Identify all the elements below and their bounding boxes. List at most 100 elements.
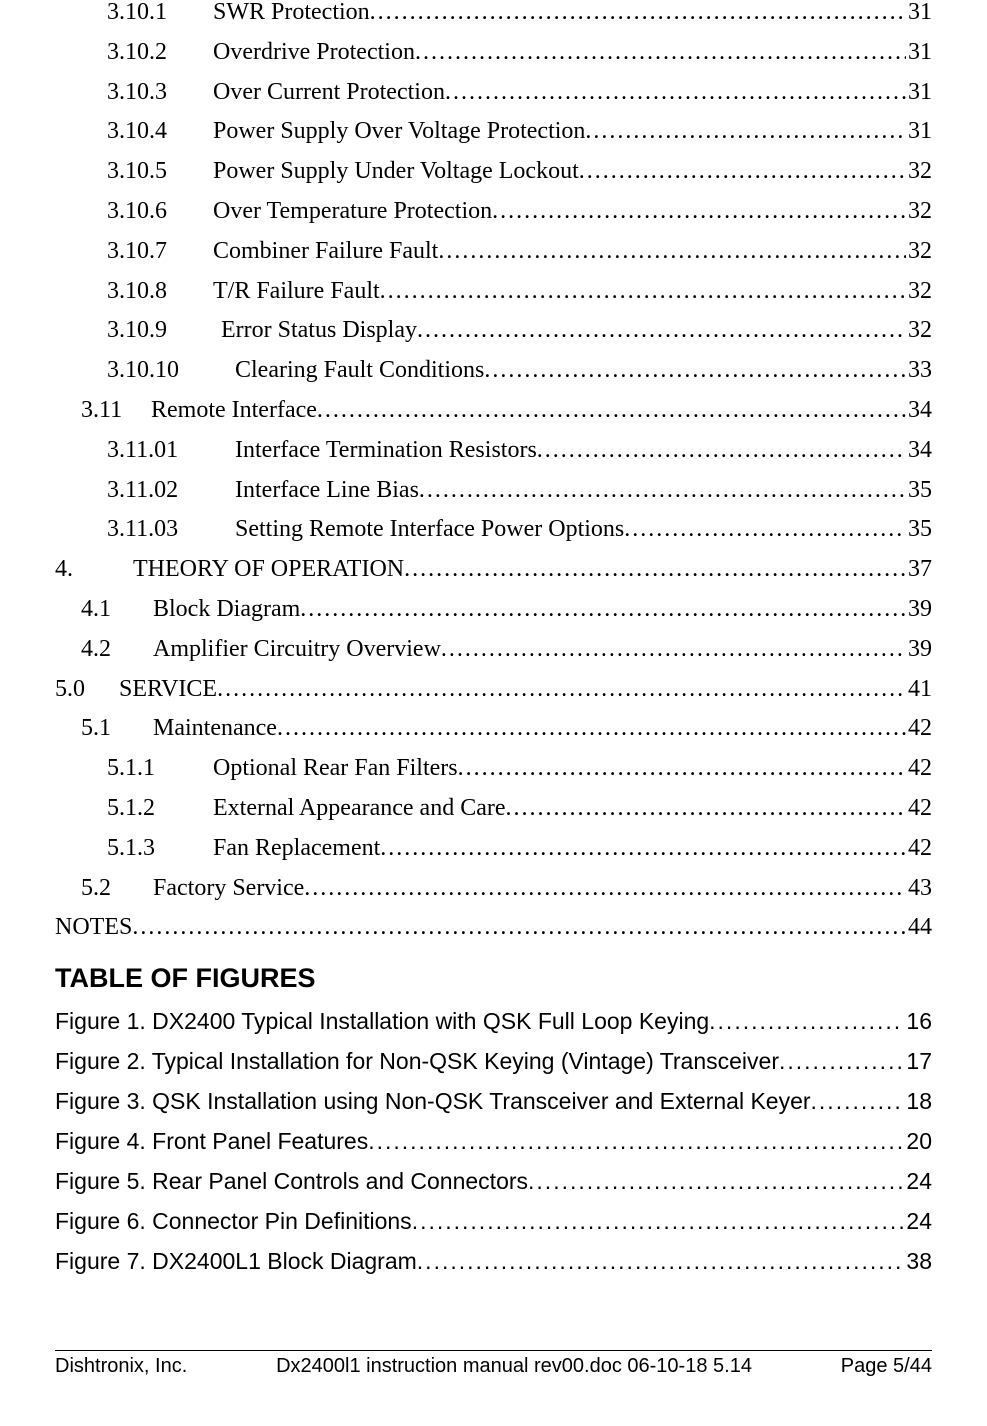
- figure-title: Figure 1. DX2400 Typical Installation wi…: [55, 1010, 709, 1033]
- toc-entry: 3.10.5Power Supply Under Voltage Lockout…: [55, 159, 932, 183]
- toc-title: SERVICE: [119, 677, 217, 701]
- toc-page-number: 34: [906, 398, 932, 422]
- toc-number: 3.10.2: [107, 40, 213, 64]
- figure-entry: Figure 2. Typical Installation for Non-Q…: [55, 1050, 932, 1073]
- figure-leader-dots: [811, 1090, 905, 1113]
- toc-page-number: 31: [906, 40, 932, 64]
- toc-title: Over Temperature Protection: [213, 199, 492, 223]
- toc-page-number: 31: [906, 119, 932, 143]
- figure-page-number: 38: [904, 1250, 932, 1273]
- figure-title: Figure 6. Connector Pin Definitions: [55, 1210, 412, 1233]
- toc-page-number: 42: [906, 836, 932, 860]
- toc-title: Error Status Display: [221, 318, 417, 342]
- toc-page-number: 42: [906, 716, 932, 740]
- toc-entry: 3.11Remote Interface 34: [55, 398, 932, 422]
- toc-leader-dots: [404, 557, 906, 581]
- figure-leader-dots: [417, 1250, 905, 1273]
- figure-page-number: 20: [904, 1130, 932, 1153]
- toc-entry: 3.10.8T/R Failure Fault32: [55, 279, 932, 303]
- toc-leader-dots: [217, 677, 906, 701]
- toc-page-number: 32: [906, 279, 932, 303]
- toc-leader-dots: [380, 836, 906, 860]
- toc-leader-dots: [300, 597, 906, 621]
- toc-page-number: 43: [906, 876, 932, 900]
- toc-entry: 3.11.01Interface Termination Resistors 3…: [55, 438, 932, 462]
- toc-title: Fan Replacement: [213, 836, 380, 860]
- figure-page-number: 16: [904, 1010, 932, 1033]
- figure-page-number: 18: [904, 1090, 932, 1113]
- toc-entry: 3.10.10Clearing Fault Conditions 33: [55, 358, 932, 382]
- toc-leader-dots: [441, 637, 906, 661]
- toc-title: Remote Interface: [151, 398, 317, 422]
- toc-leader-dots: [506, 796, 906, 820]
- toc-title: Power Supply Under Voltage Lockout: [213, 159, 579, 183]
- toc-leader-dots: [419, 478, 906, 502]
- figure-entry: Figure 3. QSK Installation using Non-QSK…: [55, 1090, 932, 1113]
- toc-number: 3.11.02: [107, 478, 235, 502]
- toc-leader-dots: [492, 199, 906, 223]
- toc-leader-dots: [624, 517, 906, 541]
- toc-entry: 3.10.2Overdrive Protection 31: [55, 40, 932, 64]
- toc-entry: 4.1Block Diagram 39: [55, 597, 932, 621]
- footer-right: Page 5/44: [841, 1355, 932, 1378]
- toc-title: Combiner Failure Fault: [213, 239, 438, 263]
- toc-title: Optional Rear Fan Filters: [213, 756, 458, 780]
- toc-number: 3.10.3: [107, 80, 213, 104]
- toc-page-number: 32: [906, 239, 932, 263]
- toc-entry: 3.10.7Combiner Failure Fault 32: [55, 239, 932, 263]
- toc-page-number: 42: [906, 756, 932, 780]
- footer-rule: [55, 1350, 932, 1351]
- toc-number: 3.10.8: [107, 279, 213, 303]
- toc-number: 5.1.1: [107, 756, 213, 780]
- toc-page-number: 32: [906, 159, 932, 183]
- toc-leader-dots: [585, 119, 906, 143]
- footer-line: Dishtronix, Inc. Dx2400l1 instruction ma…: [55, 1355, 932, 1378]
- footer-center: Dx2400l1 instruction manual rev00.doc 06…: [276, 1355, 752, 1378]
- toc-title: Factory Service: [153, 876, 304, 900]
- toc-leader-dots: [445, 80, 906, 104]
- toc-title: Interface Line Bias: [235, 478, 419, 502]
- table-of-figures: Figure 1. DX2400 Typical Installation wi…: [55, 1010, 932, 1273]
- figure-entry: Figure 1. DX2400 Typical Installation wi…: [55, 1010, 932, 1033]
- toc-page-number: 35: [906, 517, 932, 541]
- toc-entry: 3.11.02Interface Line Bias 35: [55, 478, 932, 502]
- toc-page-number: 31: [906, 80, 932, 104]
- toc-page-number: 31: [906, 0, 932, 24]
- toc-number: 5.2: [81, 876, 153, 900]
- toc-leader-dots: [370, 0, 906, 24]
- toc-leader-dots: [438, 239, 906, 263]
- figure-title: Figure 3. QSK Installation using Non-QSK…: [55, 1090, 811, 1113]
- toc-entry: 3.10.6Over Temperature Protection32: [55, 199, 932, 223]
- figure-title: Figure 4. Front Panel Features: [55, 1130, 368, 1153]
- toc-leader-dots: [380, 279, 906, 303]
- toc-number: 3.11.03: [107, 517, 235, 541]
- figure-leader-dots: [412, 1210, 905, 1233]
- toc-entry: 5.0SERVICE 41: [55, 677, 932, 701]
- toc-title: NOTES: [55, 915, 132, 939]
- toc-page-number: 33: [906, 358, 932, 382]
- figure-page-number: 24: [904, 1210, 932, 1233]
- toc-number: 3.10.1: [107, 0, 213, 24]
- figure-entry: Figure 4. Front Panel Features 20: [55, 1130, 932, 1153]
- toc-entry: 3.11.03Setting Remote Interface Power Op…: [55, 517, 932, 541]
- toc-entry: NOTES44: [55, 915, 932, 939]
- toc-number: 3.11: [81, 398, 151, 422]
- toc-page-number: 32: [906, 318, 932, 342]
- toc-leader-dots: [317, 398, 906, 422]
- page-footer: Dishtronix, Inc. Dx2400l1 instruction ma…: [0, 1350, 987, 1378]
- table-of-contents: 3.10.1SWR Protection313.10.2Overdrive Pr…: [55, 0, 932, 939]
- toc-title: Maintenance: [153, 716, 277, 740]
- toc-number: 5.1.2: [107, 796, 213, 820]
- toc-entry: 3.10.9Error Status Display 32: [55, 318, 932, 342]
- page-body: 3.10.1SWR Protection313.10.2Overdrive Pr…: [0, 0, 987, 1290]
- footer-left: Dishtronix, Inc.: [55, 1355, 187, 1378]
- toc-number: 3.10.6: [107, 199, 213, 223]
- toc-leader-dots: [537, 438, 906, 462]
- toc-leader-dots: [484, 358, 906, 382]
- toc-number: 3.10.7: [107, 239, 213, 263]
- toc-page-number: 41: [906, 677, 932, 701]
- figure-entry: Figure 6. Connector Pin Definitions 24: [55, 1210, 932, 1233]
- toc-title: Overdrive Protection: [213, 40, 415, 64]
- toc-number: 3.10.4: [107, 119, 213, 143]
- toc-number: 5.1: [81, 716, 153, 740]
